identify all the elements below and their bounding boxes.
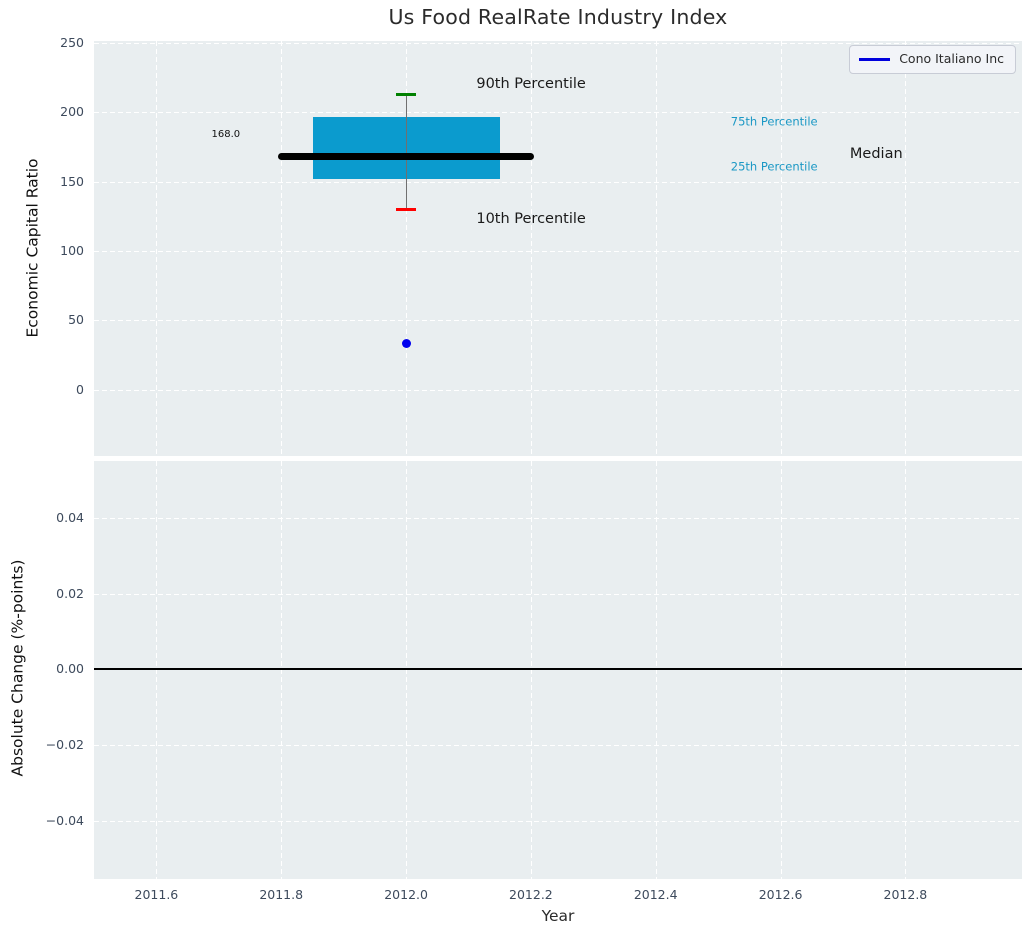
x-tick-label: 2011.6	[134, 887, 179, 902]
legend-line-sample	[859, 58, 891, 61]
gridline-horizontal	[94, 320, 1022, 322]
y-tick-label: 150	[60, 173, 84, 189]
gridline-vertical	[406, 41, 408, 456]
x-tick-label: 2012.6	[758, 887, 803, 902]
gridline-horizontal	[94, 745, 1022, 747]
legend: Cono Italiano Inc	[849, 45, 1016, 74]
x-tick-label: 2012.0	[384, 887, 428, 902]
y-tick-label: 0.02	[56, 585, 84, 601]
y-tick-label: 0.00	[56, 661, 84, 677]
annotation-25th-percentile: 25th Percentile	[730, 159, 818, 174]
x-tick-label: 2012.2	[509, 887, 553, 902]
gridline-horizontal	[94, 42, 1022, 44]
y-axis-label-top: Economic Capital Ratio	[23, 158, 42, 338]
gridline-vertical	[156, 41, 158, 456]
x-tick-label: 2011.8	[259, 887, 304, 902]
gridline-vertical	[281, 41, 283, 456]
axes-top: Cono Italiano Inc 250 200 150 100 50 0 90th Pe…	[60, 36, 1022, 456]
y-tick-label: 0	[76, 381, 84, 397]
annotation-75th-percentile: 75th Percentile	[730, 114, 818, 129]
gridline-horizontal	[94, 251, 1022, 253]
x-tick-label: 2012.4	[633, 887, 678, 902]
company-data-point	[401, 338, 411, 348]
gridline-horizontal	[94, 821, 1022, 822]
gridline-vertical	[780, 41, 782, 456]
legend-label: Cono Italiano Inc	[899, 51, 1004, 67]
y-tick-label: 100	[60, 242, 84, 258]
gridline-horizontal	[94, 112, 1022, 114]
annotation-90th-percentile: 90th Percentile	[476, 75, 586, 92]
gridline-horizontal	[94, 593, 1022, 595]
annotation-median: Median	[849, 145, 903, 162]
cap-90th-percentile	[396, 92, 416, 96]
gridline-vertical	[905, 41, 907, 456]
y-tick-label: 250	[60, 34, 84, 50]
x-tick-label: 2012.8	[883, 887, 928, 902]
gridline-horizontal	[94, 517, 1022, 519]
gridline-horizontal	[94, 181, 1022, 183]
chart-title: Us Food RealRate Industry Index	[388, 5, 728, 29]
zero-line	[94, 668, 1022, 671]
y-tick-label: 200	[60, 104, 84, 120]
y-tick-label: −0.02	[45, 736, 84, 752]
annotation-10th-percentile: 10th Percentile	[476, 210, 586, 227]
y-tick-label: 50	[68, 312, 84, 328]
whisker-line	[405, 94, 407, 210]
cap-10th-percentile	[396, 207, 416, 211]
x-axis-label: Year	[541, 907, 575, 925]
median-line	[278, 153, 534, 161]
y-axis-label-bottom: Absolute Change (%-points)	[8, 559, 27, 777]
y-tick-label: 0.04	[56, 509, 84, 525]
gridline-vertical	[530, 41, 532, 456]
gridline-vertical	[655, 41, 657, 456]
annotation-168-0: 168.0	[211, 128, 241, 140]
axes-bottom: 2011.6 2011.8 2012.0 2012.2 2012.4 2012.6 2012…	[46, 461, 1022, 901]
y-tick-label: −0.04	[45, 812, 84, 828]
gridline-horizontal	[94, 389, 1022, 391]
